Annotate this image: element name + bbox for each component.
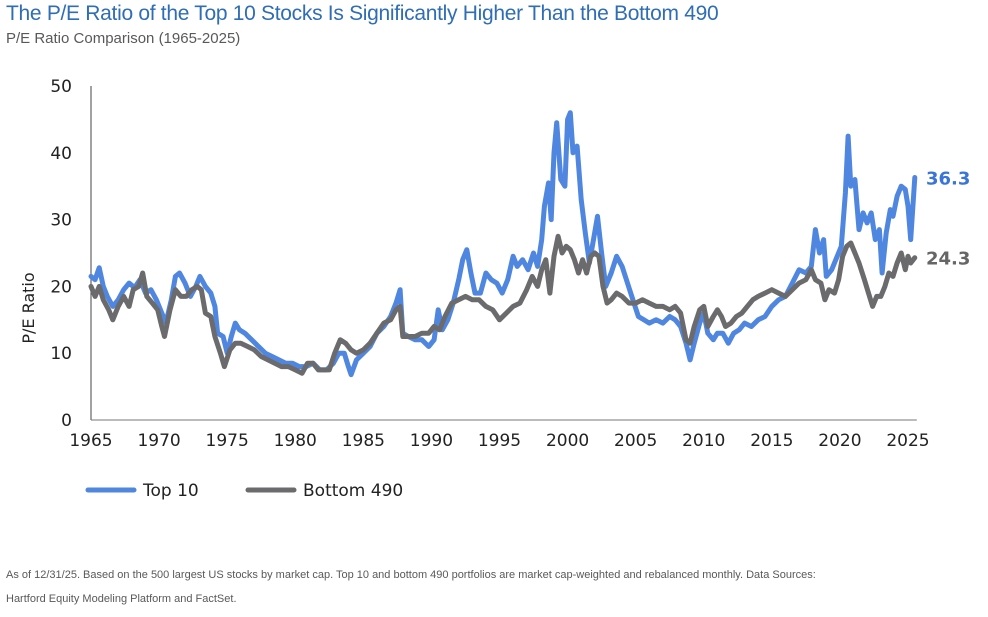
x-tick-label: 1970 (137, 431, 180, 451)
y-tick-label: 40 (50, 144, 72, 164)
x-tick-label: 1990 (410, 431, 453, 451)
y-tick-label: 50 (50, 77, 72, 97)
series-line-top-10 (88, 110, 918, 378)
x-tick-label: 1980 (274, 431, 317, 451)
x-tick-label: 2025 (886, 431, 929, 451)
x-tick-label: 2005 (614, 431, 657, 451)
y-tick-label: 10 (50, 344, 72, 364)
y-axis-title: P/E Ratio (19, 272, 38, 343)
legend-label: Bottom 490 (303, 481, 403, 501)
end-label-bottom-490: 24.3 (926, 249, 970, 270)
legend-label: Top 10 (142, 481, 199, 501)
x-axis-ticks: 1965 1970 1975 1980 1985 1990 1995 2000 2005 2010… (69, 431, 929, 451)
x-tick-label: 1985 (342, 431, 385, 451)
y-tick-label: 30 (50, 211, 72, 231)
y-axis-ticks: 0 10 20 30 40 50 (50, 77, 72, 431)
end-labels: 36.3 24.3 (926, 169, 970, 270)
y-tick-label: 0 (61, 411, 72, 431)
x-tick-label: 1995 (478, 431, 521, 451)
footnote-line-1: As of 12/31/25. Based on the 500 largest… (6, 569, 816, 581)
line-chart: 0 10 20 30 40 50 1965 1970 1975 1980 1985 1990 1995… (19, 77, 970, 501)
end-label-top-10: 36.3 (926, 169, 970, 190)
y-tick-label: 20 (50, 277, 72, 297)
x-tick-label: 2020 (818, 431, 861, 451)
x-tick-label: 2010 (682, 431, 725, 451)
legend: Top 10 Bottom 490 (85, 481, 403, 501)
series-line-bottom-490 (88, 233, 918, 376)
chart-title: The P/E Ratio of the Top 10 Stocks Is Si… (6, 2, 719, 25)
x-tick-label: 1965 (69, 431, 112, 451)
x-tick-label: 1975 (206, 431, 249, 451)
footnote-line-2: Hartford Equity Modeling Platform and Fa… (6, 593, 237, 605)
x-tick-label: 2015 (750, 431, 793, 451)
series-lines (88, 110, 918, 378)
x-tick-label: 2000 (546, 431, 589, 451)
chart-subtitle: P/E Ratio Comparison (1965-2025) (6, 30, 241, 47)
